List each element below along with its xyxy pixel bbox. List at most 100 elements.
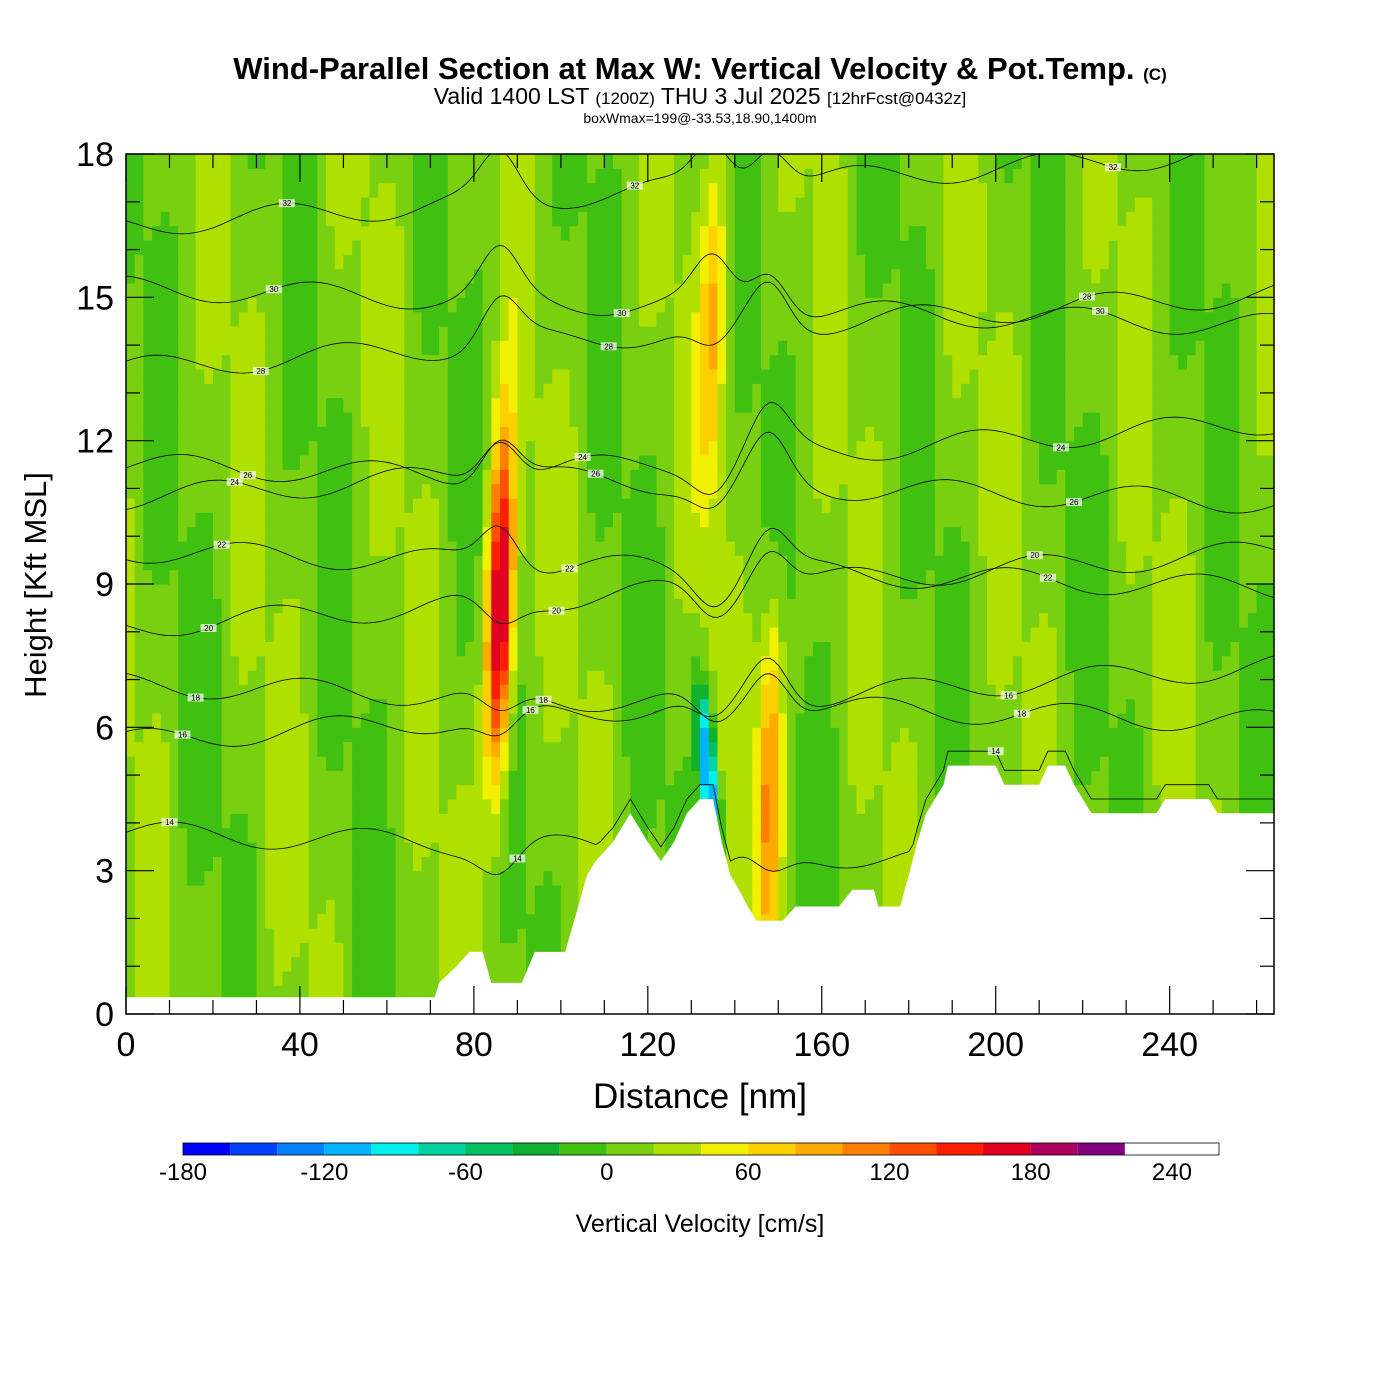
velocity-cell [473, 827, 484, 843]
velocity-cell [273, 928, 284, 943]
velocity-cell [195, 942, 205, 958]
velocity-cell [386, 154, 397, 169]
velocity-cell [569, 369, 579, 384]
velocity-cell [526, 469, 536, 485]
velocity-cell [186, 870, 197, 886]
velocity-cell [717, 354, 727, 370]
velocity-cell [778, 254, 788, 270]
velocity-cell [526, 311, 536, 327]
velocity-cell [778, 211, 788, 227]
velocity-cell [639, 354, 649, 370]
velocity-cell [273, 856, 284, 872]
velocity-cell [221, 498, 231, 513]
velocity-cell [317, 154, 327, 169]
velocity-cell [578, 870, 588, 886]
velocity-cell [308, 225, 318, 241]
velocity-cell [734, 311, 745, 327]
velocity-cell [804, 440, 814, 456]
velocity-cell [430, 756, 440, 771]
velocity-cell [534, 455, 545, 470]
velocity-cell [204, 698, 214, 714]
velocity-cell [126, 670, 136, 685]
velocity-cell [134, 698, 144, 714]
velocity-cell [221, 684, 231, 700]
velocity-cell [778, 741, 788, 757]
velocity-cell [378, 182, 388, 198]
velocity-cell [560, 684, 571, 700]
velocity-cell [734, 641, 745, 657]
velocity-cell [195, 956, 205, 972]
velocity-cell [317, 756, 327, 771]
velocity-cell [160, 512, 171, 528]
velocity-cell [630, 713, 640, 728]
velocity-cell [769, 498, 779, 513]
velocity-cell [265, 913, 275, 929]
velocity-cell [282, 655, 292, 671]
velocity-cell [569, 842, 579, 857]
velocity-cell [404, 698, 414, 714]
velocity-cell [308, 827, 318, 843]
velocity-cell [143, 985, 153, 1001]
velocity-cell [743, 412, 753, 427]
velocity-cell [517, 455, 527, 470]
velocity-cell [291, 985, 301, 1001]
velocity-cell [360, 598, 371, 614]
velocity-cell [221, 698, 231, 714]
velocity-cell [386, 354, 397, 370]
velocity-cell [273, 268, 284, 284]
velocity-cell [143, 684, 153, 700]
velocity-cell [526, 641, 536, 657]
velocity-cell [665, 713, 675, 728]
velocity-cell [595, 655, 605, 671]
velocity-cell [821, 885, 832, 900]
velocity-cell [421, 555, 431, 571]
velocity-cell [326, 827, 336, 843]
velocity-cell [204, 254, 214, 270]
velocity-cell [543, 541, 553, 556]
velocity-cell [526, 154, 536, 169]
velocity-cell [604, 612, 614, 628]
velocity-cell [691, 641, 701, 657]
velocity-cell [134, 569, 144, 585]
velocity-cell [413, 870, 423, 886]
velocity-cell [317, 297, 327, 313]
velocity-cell [265, 211, 275, 227]
velocity-cell [639, 469, 649, 485]
velocity-cell [404, 913, 414, 929]
velocity-cell [543, 354, 553, 370]
velocity-cell [586, 627, 597, 642]
velocity-cell [221, 512, 231, 528]
velocity-cell [752, 641, 762, 657]
velocity-cell [482, 240, 492, 255]
velocity-cell [447, 426, 458, 442]
velocity-cell [726, 612, 736, 628]
velocity-cell [291, 469, 301, 485]
velocity-cell [386, 741, 397, 757]
velocity-cell [169, 412, 179, 427]
velocity-cell [404, 641, 414, 657]
velocity-cell [465, 598, 475, 614]
velocity-cell [813, 254, 823, 270]
velocity-cell [291, 684, 301, 700]
velocity-cell [787, 655, 797, 671]
velocity-cell [682, 455, 692, 470]
velocity-cell [334, 526, 344, 542]
velocity-cell [639, 698, 649, 714]
velocity-cell [717, 154, 727, 169]
velocity-cell [795, 827, 805, 843]
velocity-cell [726, 655, 736, 671]
velocity-cell [430, 584, 440, 599]
velocity-cell [221, 369, 231, 384]
velocity-cell [395, 956, 405, 972]
velocity-cell [700, 211, 710, 227]
velocity-cell [456, 225, 466, 241]
velocity-cell [404, 168, 414, 184]
velocity-cell [265, 326, 275, 341]
velocity-cell [326, 240, 336, 255]
velocity-cell [734, 182, 745, 198]
velocity-cell [430, 268, 440, 284]
velocity-cell [299, 541, 310, 556]
velocity-cell [447, 297, 458, 313]
velocity-cell [473, 741, 484, 757]
velocity-cell [604, 426, 614, 442]
